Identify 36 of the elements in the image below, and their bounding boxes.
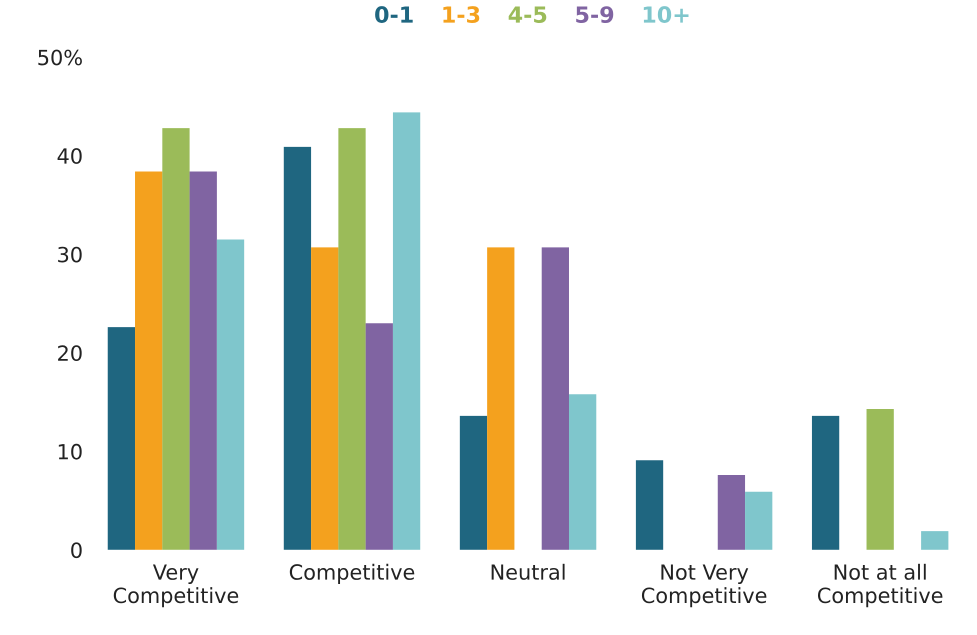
bar: [216, 239, 244, 550]
y-tick-label: 40: [58, 148, 82, 164]
y-tick-label: 10: [58, 444, 82, 460]
y-tick-label: 20: [58, 345, 82, 362]
text: 1-3: [443, 6, 480, 23]
bar: [366, 323, 393, 550]
bar: [568, 394, 596, 550]
y-tick-label: 0: [71, 542, 82, 558]
y-tick-label: 50%: [38, 50, 82, 66]
x-tick-label: Very Competitive: [114, 564, 238, 608]
bar: [392, 112, 420, 550]
bar: [135, 171, 162, 550]
bar: [542, 247, 569, 550]
bar: [812, 416, 840, 550]
bar: [866, 408, 894, 550]
bar: [284, 146, 312, 550]
bar: [190, 171, 217, 550]
text: 5-9: [576, 6, 614, 23]
y-tick-label: 30: [58, 246, 82, 262]
text: 10+: [644, 6, 689, 23]
x-tick-label: Not at all Competitive: [818, 564, 942, 608]
bar: [338, 128, 366, 550]
bar: [718, 475, 746, 550]
bar: [311, 247, 338, 550]
bar: [162, 128, 190, 550]
x-tick-label: Not Very Competitive: [642, 564, 766, 608]
bar: [636, 460, 664, 550]
bar: [460, 416, 488, 550]
text: 0-1: [375, 6, 413, 23]
bar: [745, 492, 772, 550]
x-tick-label: Neutral: [492, 564, 565, 580]
x-tick-label: Competitive: [290, 564, 414, 584]
bar: [108, 327, 136, 550]
bar: [487, 247, 514, 550]
bar: [921, 531, 948, 550]
text: 4-5: [508, 6, 546, 23]
